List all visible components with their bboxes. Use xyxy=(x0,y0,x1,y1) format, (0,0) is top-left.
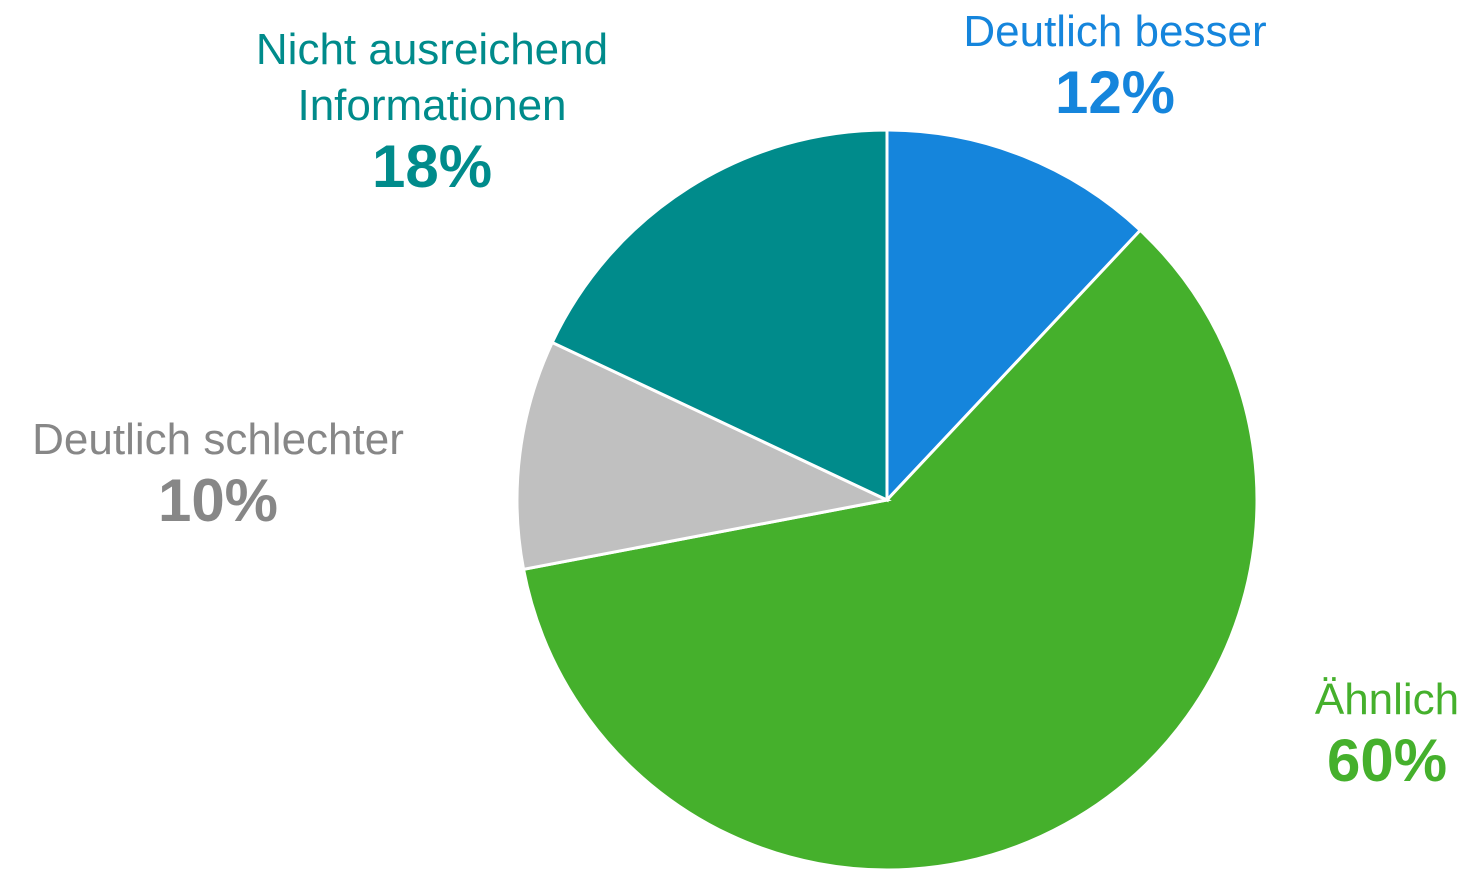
pie-slice xyxy=(521,228,1259,871)
category-name: Nicht ausreichend Informationen xyxy=(255,25,609,130)
category-name: Deutlich besser xyxy=(963,7,1267,56)
slice-label: Deutlich schlechter 10% xyxy=(32,412,404,534)
value-label: 12% xyxy=(1054,59,1176,126)
value-label: 10% xyxy=(157,467,279,534)
pie-slice xyxy=(515,340,892,572)
value-label: 18% xyxy=(371,133,493,200)
value-label: 60% xyxy=(1326,727,1448,794)
slice-label: Ähnlich 60% xyxy=(1315,672,1459,794)
pie-slice xyxy=(885,128,1143,504)
pie-slice xyxy=(550,128,889,503)
category-name: Deutlich schlechter xyxy=(32,415,404,464)
slice-label: Deutlich besser 12% xyxy=(963,4,1266,126)
category-name: Ähnlich xyxy=(1314,675,1460,724)
slice-label: Nicht ausreichend Informationen 18% xyxy=(232,22,632,200)
